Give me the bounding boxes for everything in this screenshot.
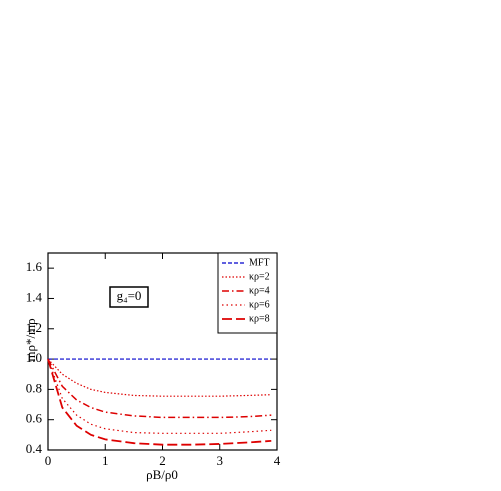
legend-label: κρ=6 [249,299,270,310]
y-tick-label: 1.6 [26,259,43,274]
series-line [47,358,272,397]
y-tick-label: 0.6 [26,411,43,426]
y-tick-label: 1.0 [26,350,42,365]
annotation: g₄=0 [117,288,142,303]
x-axis-label: ρB/ρ0 [146,467,178,482]
series-line [47,358,272,446]
x-tick-label: 2 [159,453,166,468]
annotation-box [109,286,149,308]
x-tick-label: 0 [45,453,52,468]
plot: 0 1 2 3 4 0.4 0.6 0.8 1.0 1.2 1.4 1.6 [26,253,281,468]
y-tick-label: 0.4 [26,441,43,456]
legend-label: κρ=8 [249,313,270,324]
legend-label: κρ=4 [249,285,270,296]
y-tick-label: 1.2 [26,320,42,335]
x-tick-label: 4 [274,453,281,468]
legend-label: MFT [249,257,270,268]
y-tick-label: 0.8 [26,380,42,395]
legend-label: κρ=2 [249,271,270,282]
x-tick-label: 3 [217,453,224,468]
y-tick-label: 1.4 [26,289,43,304]
legend: MFT κρ=2 κρ=4 κρ=6 κρ=8 [217,252,278,334]
y-axis-label: mρ*/mρ [23,318,38,361]
series-line [47,358,272,419]
x-tick-label: 1 [102,453,109,468]
